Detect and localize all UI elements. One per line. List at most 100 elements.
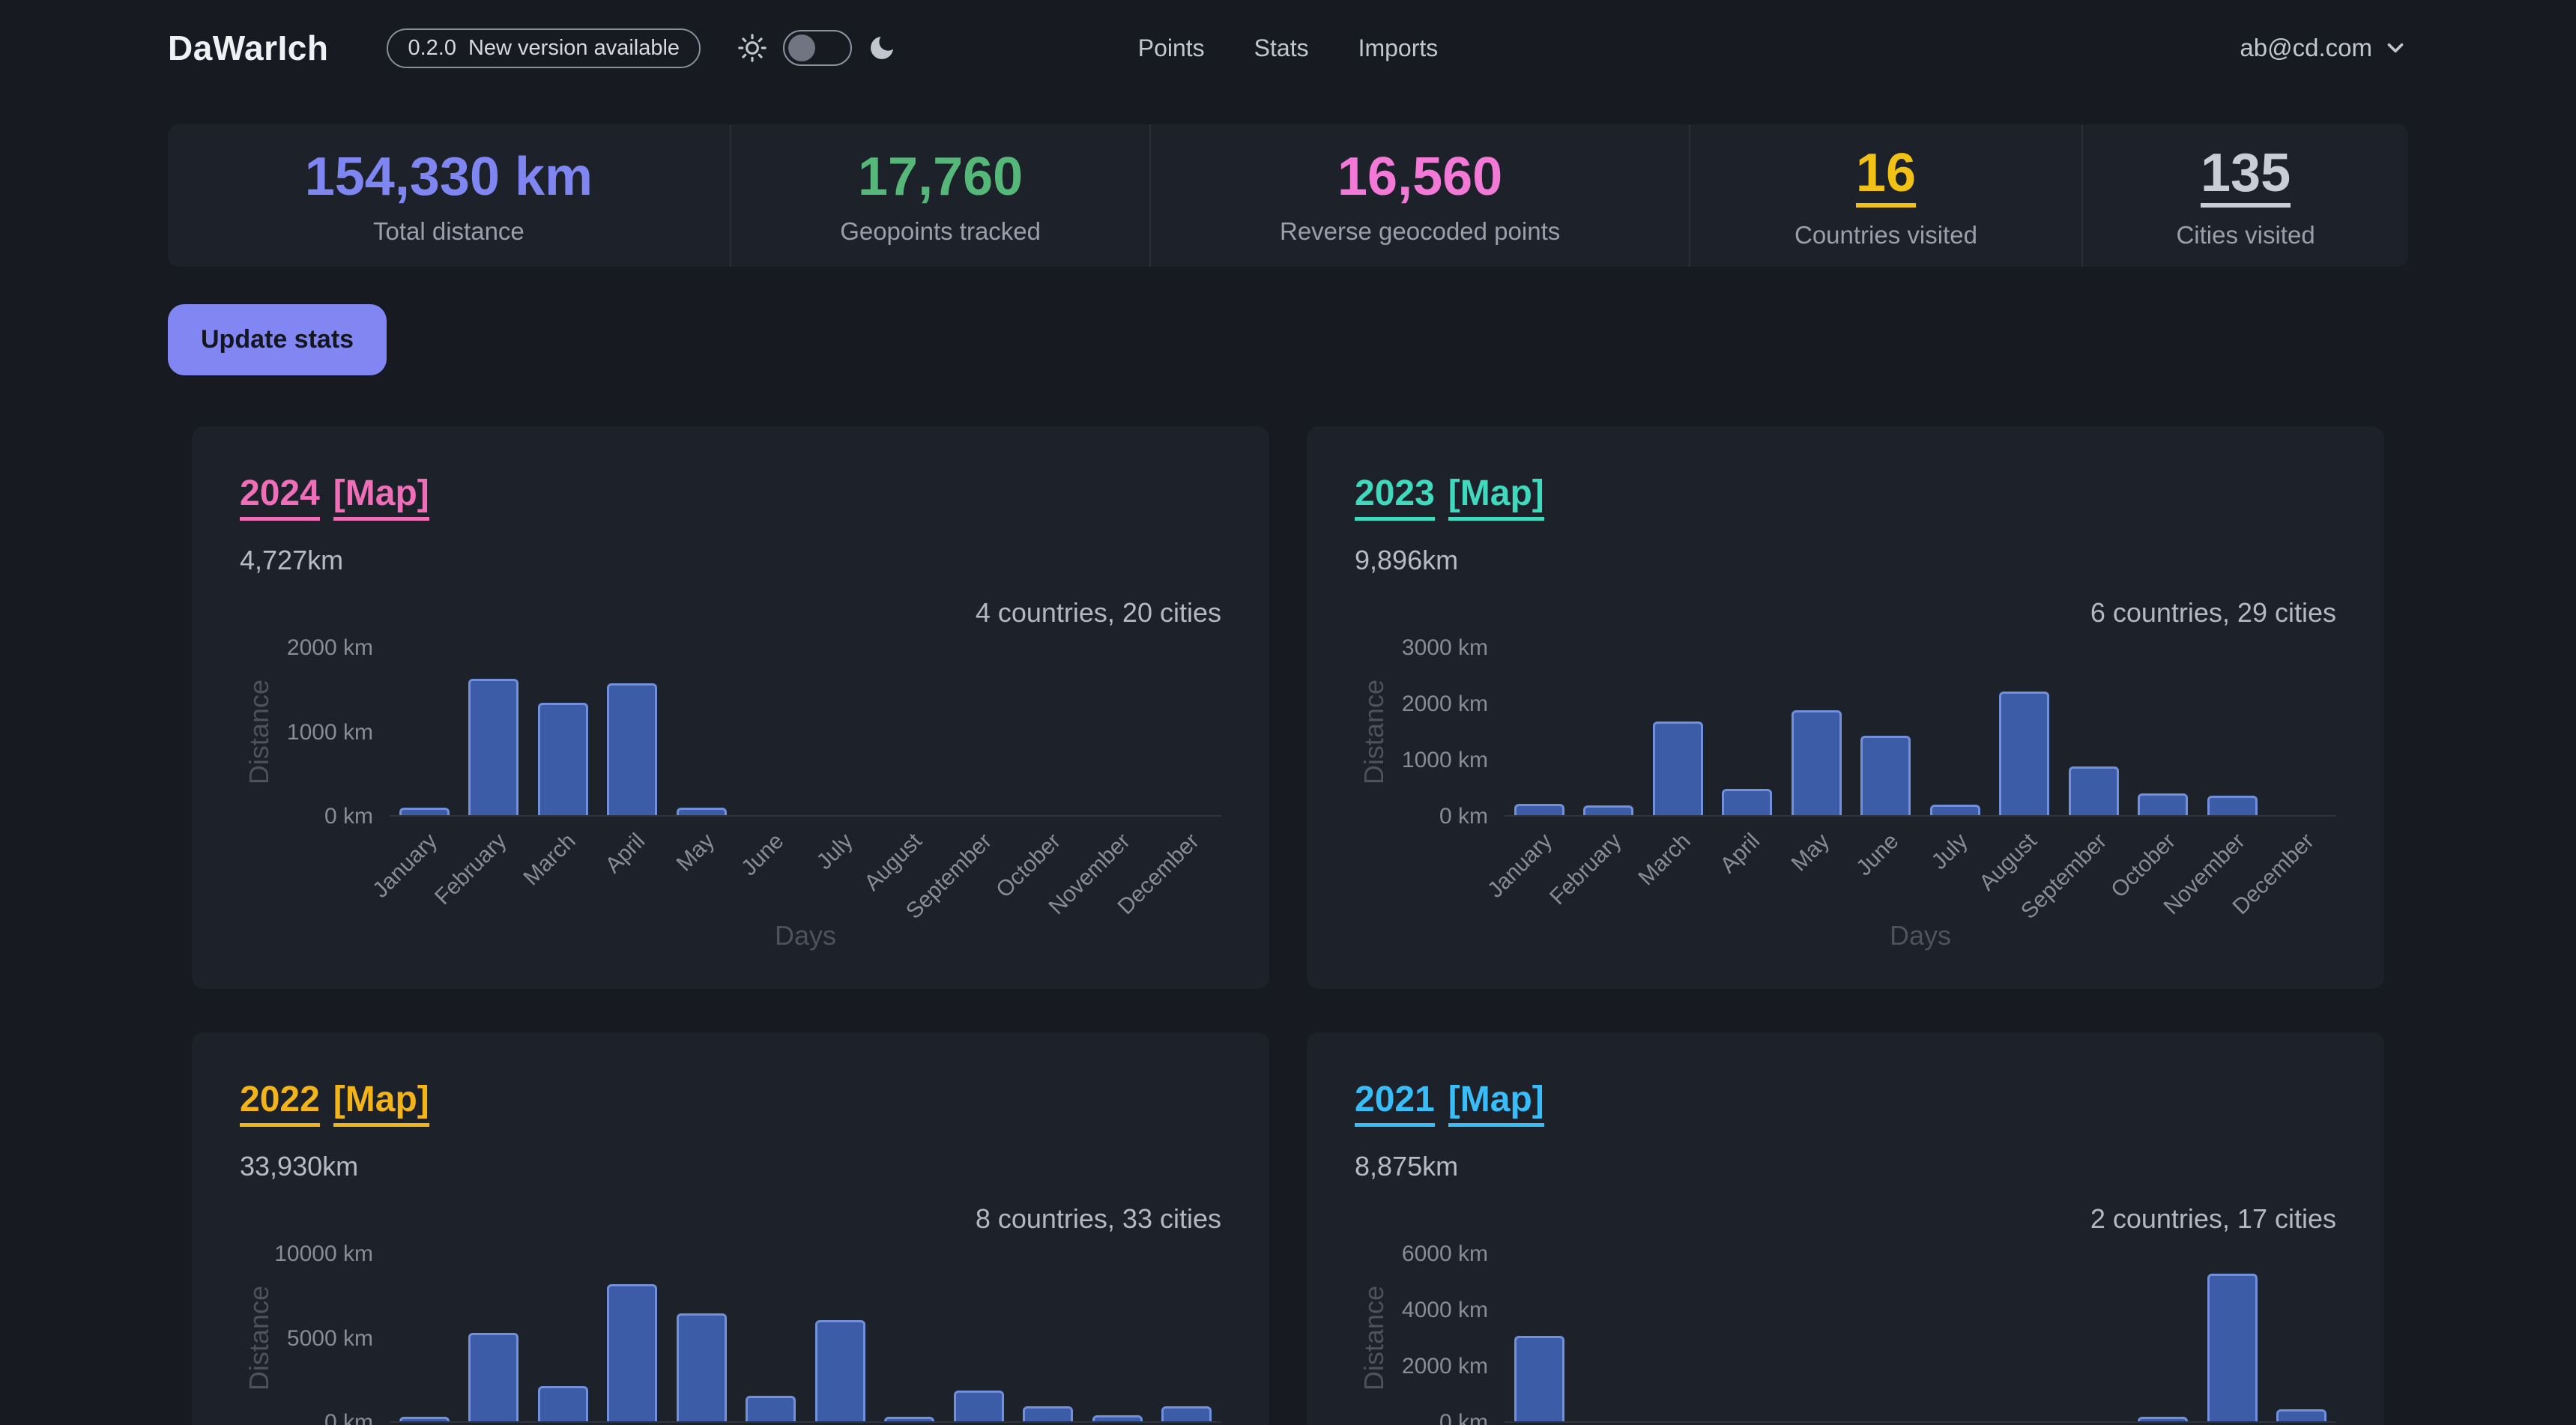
- y-tick-label: 10000 km: [274, 1241, 373, 1266]
- year-distance-2022: 33,930km: [240, 1151, 359, 1182]
- bar-slot-april: [1713, 648, 1783, 815]
- map-link-2021[interactable]: [Map]: [1448, 1079, 1544, 1127]
- bar-may-2024[interactable]: [676, 808, 727, 815]
- bar-january-2022[interactable]: [399, 1417, 450, 1421]
- stat-countries-visited: 16 Countries visited: [1690, 124, 2084, 267]
- bar-april-2022[interactable]: [607, 1284, 658, 1421]
- bar-slot-september: [2059, 1254, 2129, 1421]
- y-axis-title: Distance: [1358, 1286, 1389, 1391]
- bar-february-2023[interactable]: [1583, 805, 1634, 815]
- x-tick-label-june: June: [736, 829, 789, 881]
- bar-slot-september: [944, 1254, 1014, 1421]
- y-axis-title: Distance: [1358, 680, 1389, 785]
- bar-april-2023[interactable]: [1722, 789, 1773, 815]
- bar-november-2021[interactable]: [2207, 1274, 2258, 1421]
- bar-october-2021[interactable]: [2138, 1417, 2189, 1421]
- stat-label-reverse-geocoded-points: Reverse geocoded points: [1279, 217, 1561, 245]
- bar-slot-april: [598, 648, 668, 815]
- distance-chart-2022: Distance 0 km 5000 km 10000 km JanuaryFebrua…: [240, 1241, 1221, 1425]
- bar-november-2023[interactable]: [2207, 796, 2258, 815]
- year-card-2023: 2023 [Map] 9,896km 6 countries, 29 cities Di…: [1307, 426, 2384, 989]
- stats-overview-bar: 154,330 km Total distance 17,760 Geopoints …: [168, 124, 2408, 267]
- app-logo[interactable]: DaWarIch: [168, 28, 329, 67]
- bar-july-2023[interactable]: [1929, 805, 1980, 815]
- x-tick-label-july: July: [1926, 829, 1973, 875]
- x-tick-label-may: May: [671, 829, 719, 877]
- bar-august-2022[interactable]: [884, 1417, 935, 1421]
- user-menu[interactable]: ab@cd.com: [2240, 34, 2408, 62]
- map-link-2023[interactable]: [Map]: [1448, 473, 1544, 521]
- bar-january-2023[interactable]: [1514, 804, 1564, 815]
- bar-august-2023[interactable]: [1999, 692, 2050, 815]
- x-tick-label-march: March: [518, 829, 581, 891]
- year-link-2021[interactable]: 2021: [1355, 1079, 1435, 1127]
- bar-september-2023[interactable]: [2068, 766, 2119, 815]
- bar-slot-november: [1083, 1254, 1152, 1421]
- bar-slot-july: [1920, 648, 1990, 815]
- bar-october-2023[interactable]: [2138, 793, 2189, 815]
- stat-value-countries-visited[interactable]: 16: [1855, 146, 1916, 208]
- nav-link-stats[interactable]: Stats: [1254, 34, 1309, 61]
- bar-slot-january: [1505, 648, 1574, 815]
- bar-may-2023[interactable]: [1791, 710, 1842, 815]
- y-axis-ticks: 0 km 2000 km 4000 km 6000 km: [1394, 1241, 1505, 1425]
- bar-january-2021[interactable]: [1514, 1336, 1564, 1421]
- bar-june-2023[interactable]: [1860, 736, 1911, 815]
- bar-slot-june: [1851, 648, 1921, 815]
- bar-february-2022[interactable]: [468, 1333, 519, 1421]
- year-distance-2023: 9,896km: [1355, 545, 1459, 575]
- bar-september-2022[interactable]: [953, 1391, 1004, 1421]
- bar-slot-november: [2198, 1254, 2267, 1421]
- bar-slot-march: [1643, 1254, 1713, 1421]
- stat-value-geopoints-tracked: 17,760: [858, 147, 1024, 207]
- bar-slot-july: [1920, 1254, 1990, 1421]
- y-tick-label: 0 km: [1439, 1410, 1488, 1425]
- y-axis-ticks: 0 km 1000 km 2000 km 3000 km: [1394, 635, 1505, 829]
- nav-link-imports[interactable]: Imports: [1358, 34, 1439, 61]
- bar-plot-2022: [390, 1254, 1221, 1423]
- bar-slot-july: [805, 1254, 875, 1421]
- theme-toggle-switch[interactable]: [783, 30, 853, 66]
- bar-slot-december: [1152, 1254, 1222, 1421]
- year-link-2024[interactable]: 2024: [240, 473, 320, 521]
- y-tick-label: 0 km: [324, 1410, 373, 1425]
- bar-slot-october: [1014, 648, 1083, 815]
- map-link-2022[interactable]: [Map]: [333, 1079, 429, 1127]
- update-stats-button[interactable]: Update stats: [168, 304, 387, 375]
- bar-march-2024[interactable]: [537, 703, 588, 815]
- year-link-2022[interactable]: 2022: [240, 1079, 320, 1127]
- bar-october-2022[interactable]: [1023, 1406, 1074, 1421]
- map-link-2024[interactable]: [Map]: [333, 473, 429, 521]
- nav-link-points[interactable]: Points: [1137, 34, 1205, 61]
- bar-may-2022[interactable]: [676, 1313, 727, 1421]
- bar-november-2022[interactable]: [1092, 1415, 1143, 1421]
- bar-slot-august: [875, 648, 945, 815]
- bar-december-2022[interactable]: [1161, 1406, 1212, 1421]
- bar-december-2021[interactable]: [2276, 1409, 2327, 1421]
- stat-value-cities-visited[interactable]: 135: [2201, 146, 2291, 208]
- new-version-badge[interactable]: 0.2.0 New version available: [387, 28, 701, 68]
- bar-slot-august: [1990, 1254, 2060, 1421]
- y-tick-label: 6000 km: [1401, 1241, 1488, 1266]
- bar-slot-may: [1782, 648, 1851, 815]
- toggle-knob: [788, 34, 816, 61]
- bar-july-2022[interactable]: [814, 1320, 865, 1421]
- x-tick-label-august: August: [859, 829, 928, 896]
- bar-slot-april: [598, 1254, 668, 1421]
- year-link-2023[interactable]: 2023: [1355, 473, 1435, 521]
- bar-slot-october: [1014, 1254, 1083, 1421]
- x-axis-title: Days: [1889, 920, 1952, 951]
- bar-slot-june: [737, 648, 806, 815]
- bar-june-2022[interactable]: [746, 1396, 796, 1421]
- bar-slot-january: [1505, 1254, 1574, 1421]
- bar-april-2024[interactable]: [607, 683, 658, 815]
- x-tick-label-june: June: [1851, 829, 1904, 881]
- bar-march-2023[interactable]: [1652, 721, 1703, 815]
- bar-march-2022[interactable]: [537, 1386, 588, 1421]
- stat-label-geopoints-tracked: Geopoints tracked: [840, 217, 1041, 245]
- bar-slot-march: [528, 648, 598, 815]
- bar-february-2024[interactable]: [468, 679, 519, 815]
- y-tick-label: 3000 km: [1401, 635, 1488, 660]
- distance-chart-2024: Distance 0 km 1000 km 2000 km January Februar…: [240, 635, 1221, 951]
- bar-january-2024[interactable]: [399, 808, 450, 815]
